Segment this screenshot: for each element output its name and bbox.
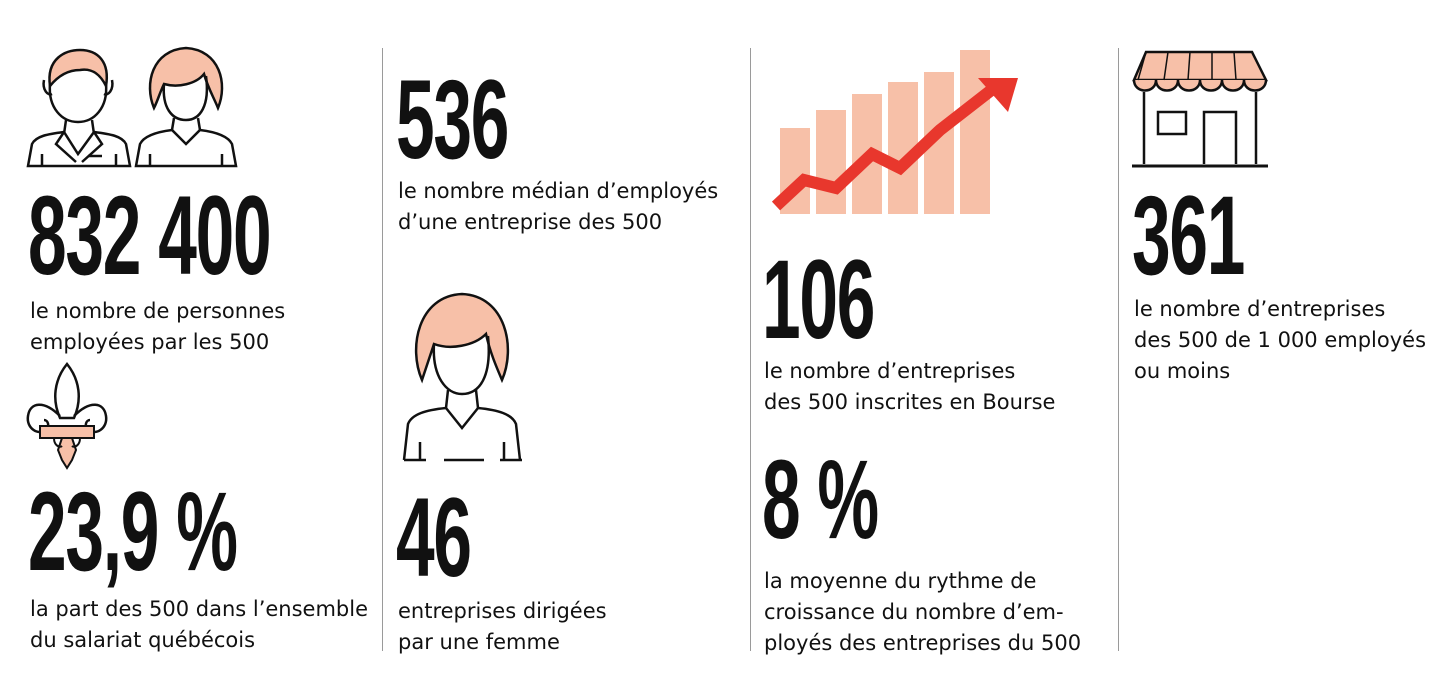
- women-led-caption-line-1: entreprises dirigées: [398, 599, 607, 623]
- growth-chart-arrow-icon: [771, 50, 1018, 214]
- small-firms-caption-line-3: ou moins: [1134, 359, 1231, 383]
- employees-caption-line-1: le nombre de personnes: [30, 299, 286, 323]
- growth-caption-line-3: ployés des entreprises du 500: [764, 631, 1082, 655]
- woman-employee-icon: [134, 46, 238, 168]
- small-firms-caption-line-2: des 500 de 1 000 employés: [1134, 328, 1427, 352]
- growth-value: 8 %: [762, 437, 879, 562]
- quebec-share-value: 23,9 %: [28, 469, 238, 594]
- small-firms-caption: le nombre d’entreprises des 500 de 1 000…: [1134, 294, 1426, 387]
- listed-caption: le nombre d’entreprises des 500 inscrite…: [764, 356, 1055, 418]
- growth-caption-line-1: la moyenne du rythme de: [764, 569, 1037, 593]
- column-divider-3: [1118, 48, 1119, 651]
- man-employee-icon: [26, 48, 132, 168]
- woman-leader-icon: [402, 292, 522, 462]
- employees-caption: le nombre de personnes employées par les…: [30, 296, 285, 358]
- growth-bar-6: [960, 50, 990, 214]
- growth-bar-2: [816, 110, 846, 214]
- listed-caption-line-1: le nombre d’entreprises: [764, 359, 1016, 383]
- women-led-caption: entreprises dirigées par une femme: [398, 596, 607, 658]
- growth-caption-line-2: croissance du nombre d’em-: [764, 600, 1064, 624]
- median-employees-value: 536: [396, 57, 509, 182]
- growth-caption: la moyenne du rythme de croissance du no…: [764, 566, 1081, 659]
- small-firms-caption-line-1: le nombre d’entreprises: [1134, 297, 1386, 321]
- women-led-caption-line-2: par une femme: [398, 630, 560, 654]
- median-employees-caption-line-1: le nombre médian d’employés: [398, 179, 719, 203]
- listed-value: 106: [762, 237, 875, 362]
- employees-value: 832 400: [28, 173, 272, 298]
- median-employees-caption: le nombre médian d’employés d’une entrep…: [398, 176, 718, 238]
- quebec-share-caption: la part des 500 dans l’ensemble du salar…: [30, 594, 368, 656]
- quebec-share-caption-line-2: du salariat québécois: [30, 628, 256, 652]
- fleur-de-lis-icon: [26, 362, 108, 470]
- small-firms-value: 361: [1132, 173, 1245, 298]
- women-led-value: 46: [396, 475, 472, 600]
- quebec-share-caption-line-1: la part des 500 dans l’ensemble: [30, 597, 369, 621]
- median-employees-caption-line-2: d’une entreprise des 500: [398, 210, 663, 234]
- column-divider-1: [382, 48, 383, 651]
- listed-caption-line-2: des 500 inscrites en Bourse: [764, 390, 1056, 414]
- employees-caption-line-2: employées par les 500: [30, 330, 270, 354]
- column-divider-2: [750, 48, 751, 651]
- storefront-icon: [1132, 50, 1269, 168]
